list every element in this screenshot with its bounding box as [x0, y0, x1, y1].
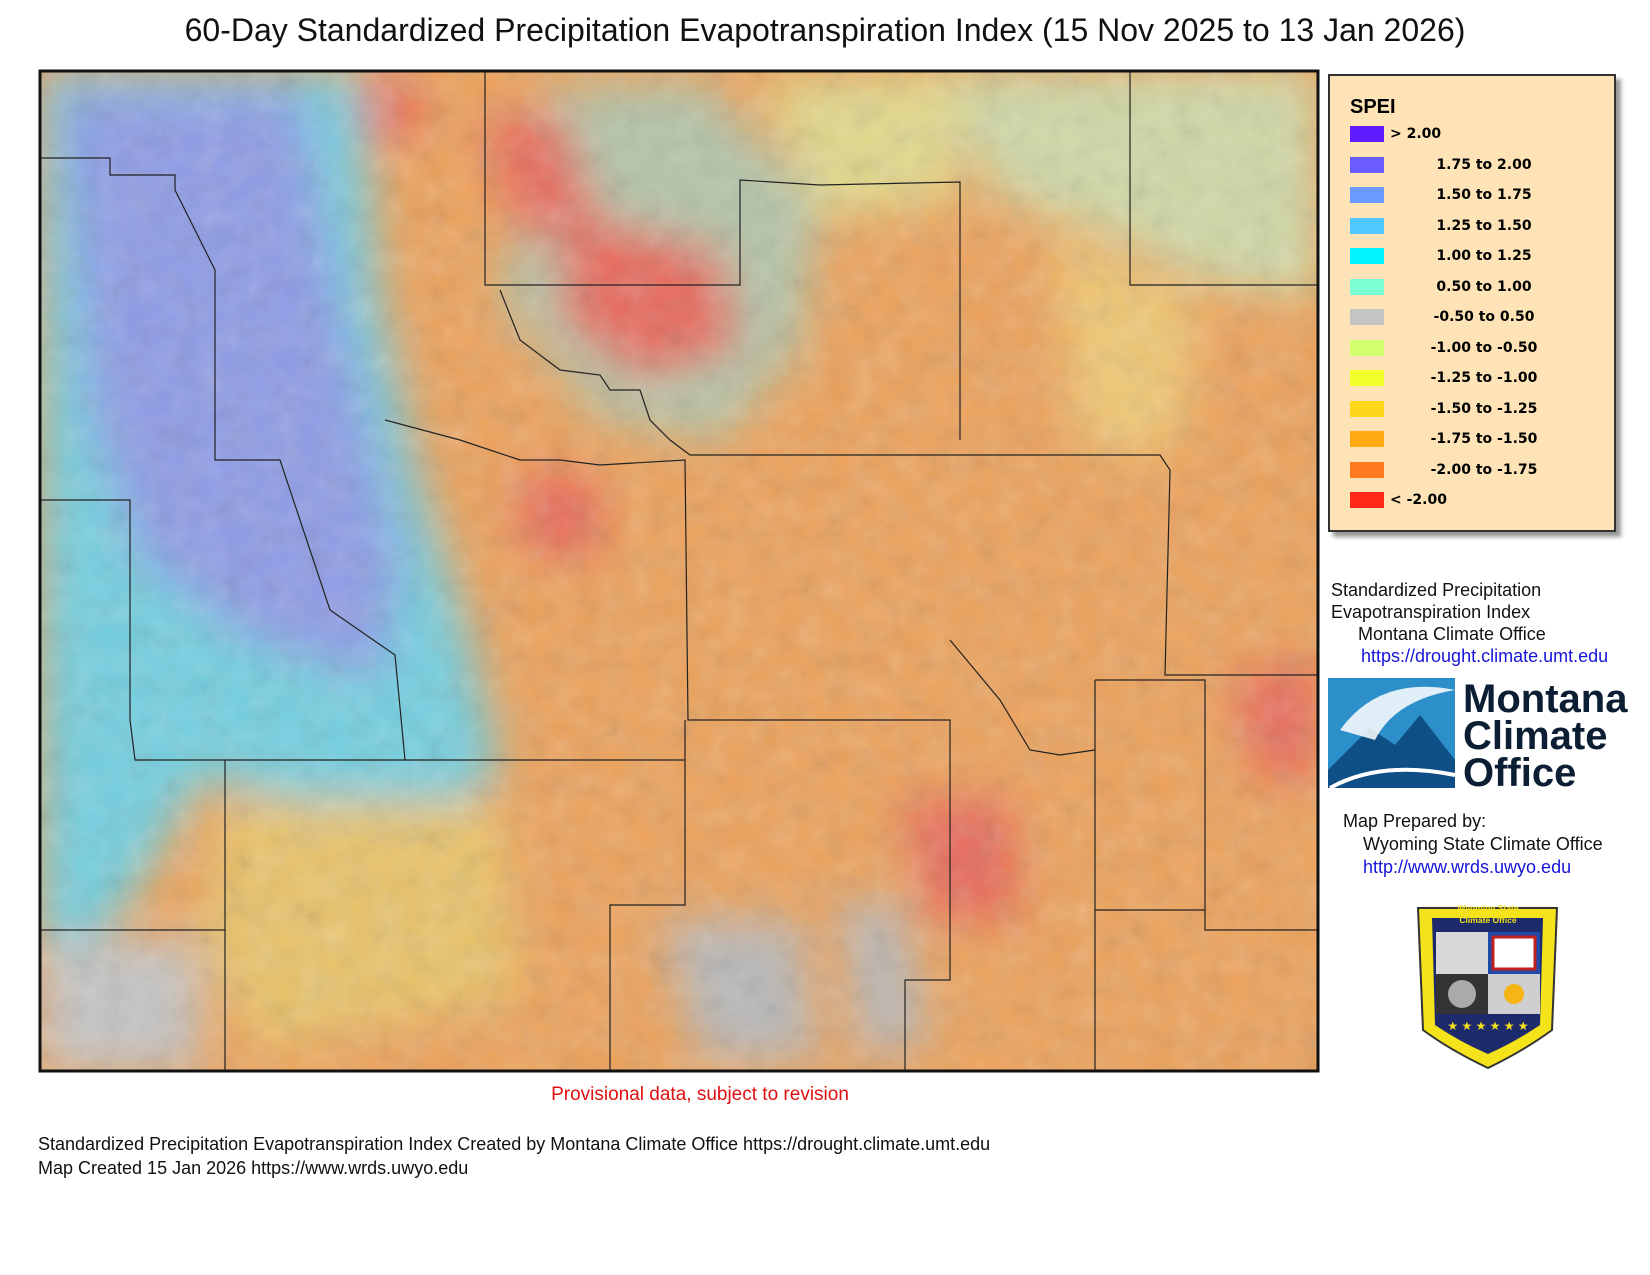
logo-text: Office	[1463, 751, 1576, 795]
legend-label: 1.00 to 1.25	[1436, 248, 1532, 264]
legend-label: 1.25 to 1.50	[1436, 217, 1532, 234]
legend-swatch	[1350, 217, 1384, 234]
legend-label: > 2.00	[1390, 126, 1442, 142]
legend-label: 1.50 to 1.75	[1436, 187, 1532, 203]
legend-swatch	[1350, 431, 1384, 447]
legend-label: -0.50 to 0.50	[1433, 309, 1535, 325]
montana-logo: Montana Climate Office	[1328, 677, 1628, 795]
spei-field	[40, 71, 1318, 1071]
source-text: Montana Climate Office	[1358, 624, 1546, 644]
legend: SPEI > 2.00 1.75 to 2.00 1.50 to 1.75 1.25 …	[1328, 74, 1616, 532]
legend-label: 0.50 to 1.00	[1436, 278, 1532, 295]
source-text: Evapotranspiration Index	[1331, 602, 1531, 622]
badge-text: Wyoming State	[1457, 903, 1519, 913]
legend-swatch	[1350, 370, 1384, 386]
provisional-note: Provisional data, subject to revision	[551, 1084, 849, 1105]
footer-text: Map Created 15 Jan 2026 https://www.wrds…	[38, 1158, 469, 1178]
legend-label: -1.00 to -0.50	[1430, 339, 1538, 356]
legend-swatch	[1350, 309, 1384, 325]
legend-label: -1.25 to -1.00	[1430, 370, 1538, 386]
legend-label: -1.75 to -1.50	[1430, 431, 1538, 447]
legend-swatch	[1350, 492, 1384, 508]
legend-label: -1.50 to -1.25	[1430, 400, 1538, 417]
wsco-badge: Wyoming State Climate Office ★ ★ ★ ★ ★ ★	[1416, 903, 1559, 1070]
source-text: Standardized Precipitation	[1331, 580, 1542, 600]
legend-swatch	[1350, 248, 1384, 264]
legend-swatch	[1350, 339, 1384, 356]
prepared-url: http://www.wrds.uwyo.edu	[1363, 857, 1572, 877]
legend-title: SPEI	[1350, 96, 1396, 118]
footer-text: Standardized Precipitation Evapotranspir…	[38, 1134, 991, 1154]
legend-swatch	[1350, 187, 1384, 203]
legend-swatch	[1350, 400, 1384, 417]
legend-swatch	[1350, 461, 1384, 478]
prepared-label: Map Prepared by:	[1343, 811, 1487, 831]
logo-text: Climate	[1463, 714, 1608, 758]
logo-text: Montana	[1463, 677, 1628, 721]
badge-text: Climate Office	[1459, 915, 1516, 925]
map-title: 60-Day Standardized Precipitation Evapot…	[184, 12, 1466, 48]
legend-label: 1.75 to 2.00	[1436, 156, 1532, 173]
legend-swatch	[1350, 278, 1384, 295]
legend-swatch	[1350, 156, 1384, 173]
source-url: https://drought.climate.umt.edu	[1361, 646, 1609, 666]
legend-label: -2.00 to -1.75	[1430, 461, 1538, 478]
badge-stars: ★ ★ ★ ★ ★ ★	[1447, 1019, 1528, 1033]
legend-swatch	[1350, 126, 1384, 142]
legend-label: < -2.00	[1390, 492, 1447, 508]
prepared-org: Wyoming State Climate Office	[1363, 834, 1603, 854]
